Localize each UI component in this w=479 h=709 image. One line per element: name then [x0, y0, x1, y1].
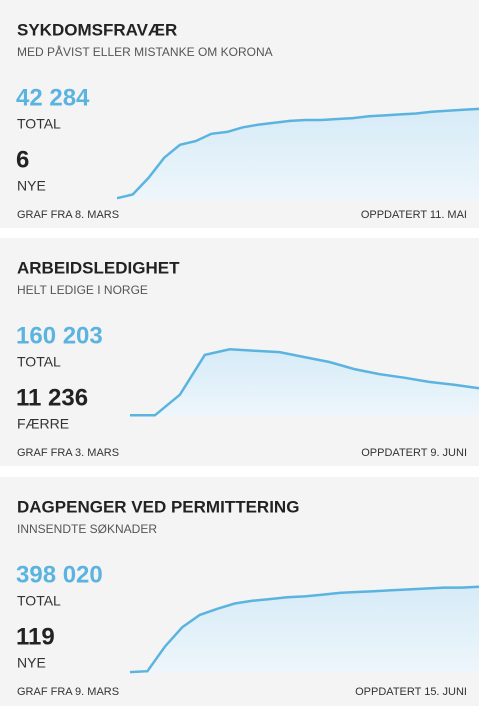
change-value: 119 — [16, 623, 55, 650]
area — [117, 108, 479, 200]
line — [129, 585, 479, 674]
total-value: 398 020 — [16, 561, 103, 588]
area — [130, 586, 479, 673]
graph-from: GRAF FRA 9. MARS — [17, 686, 119, 698]
updated: OPPDATERT 15. JUNI — [355, 686, 467, 698]
card-title: ARBEIDSLEDIGHET — [17, 258, 180, 277]
change-label: NYE — [17, 178, 46, 194]
change-value: 11 236 — [16, 384, 88, 411]
card-subtitle: MED PÅVIST ELLER MISTANKE OM KORONA — [17, 44, 273, 59]
change-value: 6 — [16, 146, 29, 173]
total-label: TOTAL — [17, 116, 61, 132]
change-label: NYE — [17, 655, 46, 671]
total-value: 42 284 — [16, 84, 90, 111]
change-label: FÆRRE — [17, 416, 69, 432]
updated: OPPDATERT 9. JUNI — [361, 447, 467, 459]
card-subtitle: HELT LEDIGE I NORGE — [17, 283, 148, 297]
updated: OPPDATERT 11. MAI — [361, 209, 467, 221]
area — [130, 349, 479, 416]
total-value: 160 203 — [16, 322, 103, 349]
line — [130, 348, 479, 417]
graph-from: GRAF FRA 3. MARS — [17, 447, 119, 459]
graph-from: GRAF FRA 8. MARS — [17, 209, 119, 221]
total-label: TOTAL — [17, 593, 61, 609]
card-title: SYKDOMSFRAVÆR — [17, 20, 177, 39]
total-label: TOTAL — [17, 354, 61, 370]
card-title: DAGPENGER VED PERMITTERING — [17, 497, 299, 516]
line — [116, 107, 479, 200]
card-subtitle: INNSENDTE SØKNADER — [17, 522, 157, 536]
